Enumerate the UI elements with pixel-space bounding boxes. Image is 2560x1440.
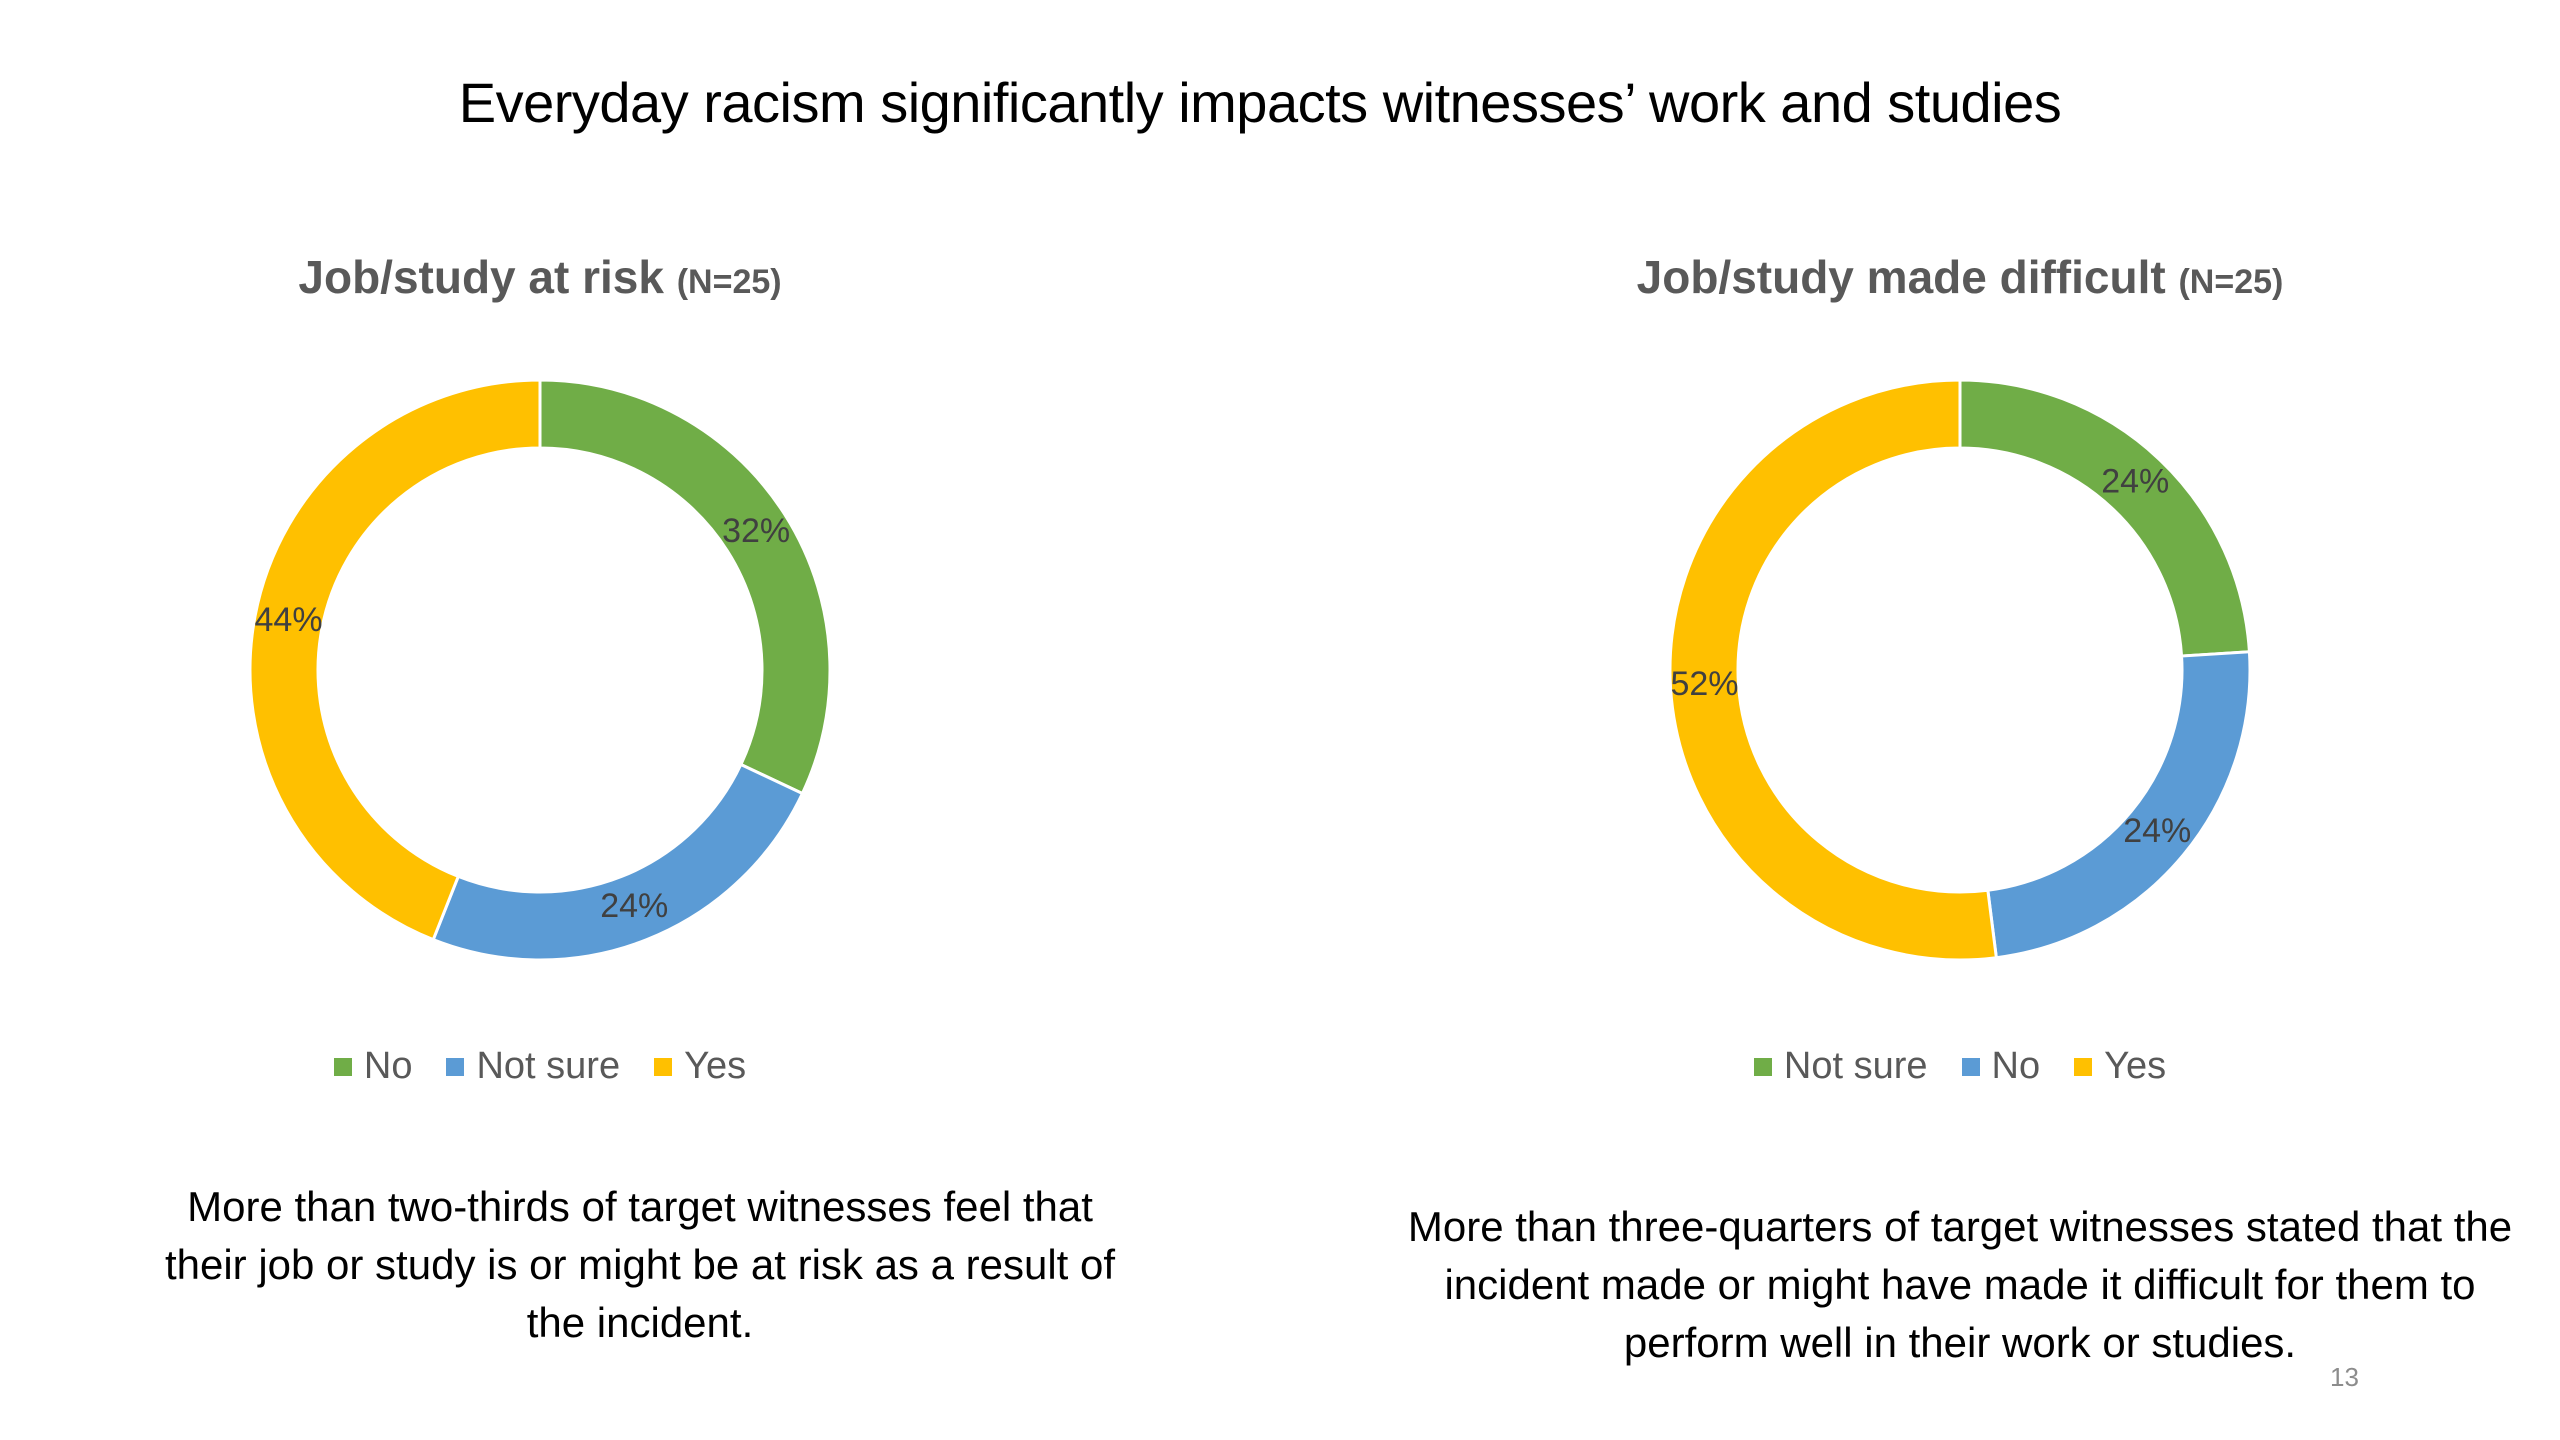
legend-label: No xyxy=(1991,1045,2041,1087)
legend-swatch-yellow xyxy=(2074,1057,2093,1076)
caption-line: incident made or might have made it diff… xyxy=(1444,1261,2476,1308)
legend-label: Not sure xyxy=(1783,1045,1928,1087)
legend-swatch-blue xyxy=(1961,1057,1980,1076)
legend-swatch-yellow xyxy=(654,1057,673,1076)
legend-item-yes: Yes xyxy=(2074,1045,2166,1088)
donut-chart: 24% 24% 52% xyxy=(1640,350,2280,990)
legend-label: Yes xyxy=(684,1045,747,1087)
legend-swatch-green xyxy=(1753,1057,1772,1076)
donut-segment-yes xyxy=(1668,378,1999,962)
caption-line: perform well in their work or studies. xyxy=(1623,1319,2297,1366)
legend: Not sure No Yes xyxy=(1460,1045,2460,1088)
legend-item-no: No xyxy=(1961,1045,2041,1088)
legend: No Not sure Yes xyxy=(40,1045,1040,1088)
chart-title-n: (N=25) xyxy=(676,263,782,301)
donut-segment-no xyxy=(538,378,832,796)
legend-label: Yes xyxy=(2104,1045,2167,1087)
caption-line: More than two-thirds of target witnesses… xyxy=(187,1183,1093,1230)
legend-item-no: No xyxy=(333,1045,413,1088)
donut-svg: 32% 24% 44% xyxy=(248,378,832,962)
caption-left: More than two-thirds of target witnesses… xyxy=(110,1178,1170,1352)
legend-label: No xyxy=(363,1045,413,1087)
donut-segment-no xyxy=(1986,650,2252,960)
chart-title: Job/study at risk (N=25) xyxy=(40,250,1040,304)
legend-item-not-sure: Not sure xyxy=(1753,1045,1928,1088)
chart-title-text: Job/study made difficult xyxy=(1636,251,2166,303)
data-label: 24% xyxy=(2123,812,2191,850)
chart-title: Job/study made difficult (N=25) xyxy=(1460,250,2460,304)
donut-chart: 32% 24% 44% xyxy=(220,350,860,990)
donut-svg: 24% 24% 52% xyxy=(1668,378,2252,962)
data-label: 24% xyxy=(600,887,668,925)
chart-job-study-at-risk: Job/study at risk (N=25) 32% 24% 44% No No… xyxy=(40,230,1040,1130)
legend-item-yes: Yes xyxy=(654,1045,746,1088)
chart-title-n: (N=25) xyxy=(2178,263,2284,301)
data-label: 44% xyxy=(255,601,323,639)
caption-right: More than three-quarters of target witne… xyxy=(1370,1198,2550,1372)
slide-title: Everyday racism significantly impacts wi… xyxy=(458,71,2062,134)
legend-swatch-blue xyxy=(446,1057,465,1076)
caption-line: More than three-quarters of target witne… xyxy=(1407,1203,2513,1250)
chart-title-text: Job/study at risk xyxy=(298,251,664,303)
page-number: 13 xyxy=(2330,1362,2359,1392)
caption-line: their job or study is or might be at ris… xyxy=(164,1241,1116,1288)
data-label: 52% xyxy=(1670,665,1738,703)
chart-job-study-made-difficult: Job/study made difficult (N=25) 24% 24% 52… xyxy=(1460,230,2460,1130)
data-label: 32% xyxy=(722,512,790,550)
donut-segment-not-sure xyxy=(1958,378,2252,658)
donut-segment-not-sure xyxy=(431,762,805,962)
caption-line: the incident. xyxy=(526,1299,754,1346)
donut-segment-yes xyxy=(248,378,542,942)
data-label: 24% xyxy=(2101,462,2169,500)
legend-label: Not sure xyxy=(476,1045,621,1087)
legend-swatch-green xyxy=(333,1057,352,1076)
legend-item-not-sure: Not sure xyxy=(446,1045,620,1088)
